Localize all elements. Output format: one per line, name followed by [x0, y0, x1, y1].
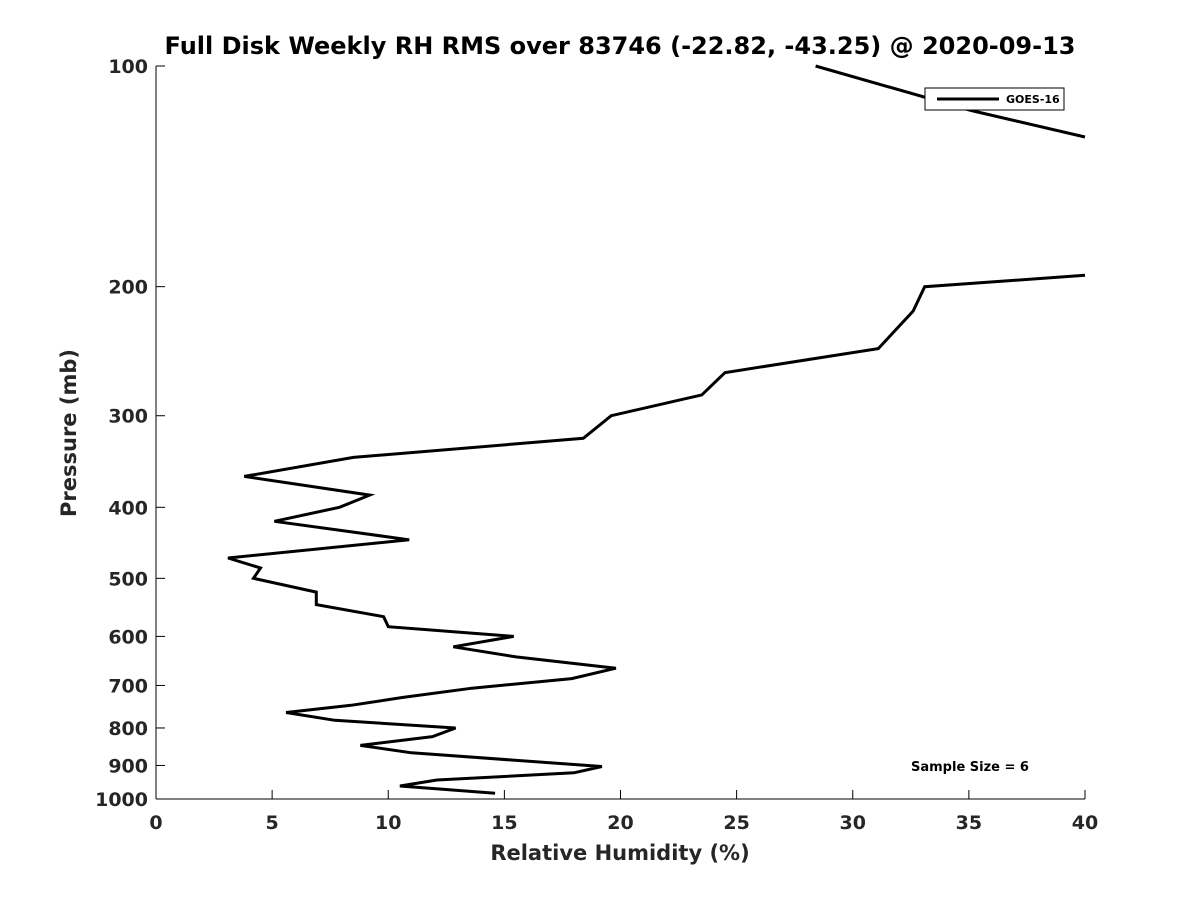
plot-area [155, 66, 1085, 800]
legend-label-goes-16: GOES-16 [1006, 93, 1060, 106]
y-tick-label: 200 [108, 277, 148, 299]
chart-title: Full Disk Weekly RH RMS over 83746 (-22.… [165, 32, 1076, 60]
x-tick-label: 10 [375, 812, 401, 834]
y-axis-label: Pressure (mb) [57, 349, 81, 517]
plot-background [156, 66, 1085, 799]
y-tick-label: 400 [108, 497, 148, 519]
y-tick-label: 900 [108, 755, 148, 777]
y-tick-label: 700 [108, 675, 148, 697]
x-tick-label: 20 [607, 812, 633, 834]
y-tick-label: 800 [108, 718, 148, 740]
y-tick-label: 1000 [95, 789, 148, 811]
x-tick-label: 35 [956, 812, 982, 834]
x-axis-ticks: 0 5 10 15 20 25 30 35 40 [149, 790, 1098, 834]
y-tick-label: 100 [108, 56, 148, 78]
series-line-goes-16 [227, 273, 1086, 795]
x-tick-label: 15 [491, 812, 517, 834]
x-tick-label: 0 [149, 812, 162, 834]
sample-size-annotation: Sample Size = 6 [911, 760, 1029, 775]
x-tick-label: 40 [1072, 812, 1098, 834]
y-tick-label: 600 [108, 626, 148, 648]
y-tick-label: 500 [108, 568, 148, 590]
y-tick-label: 300 [108, 406, 148, 428]
x-tick-label: 30 [840, 812, 866, 834]
x-tick-label: 25 [723, 812, 749, 834]
x-tick-label: 5 [266, 812, 279, 834]
legend: GOES-16 [924, 87, 1065, 111]
y-axis-ticks: 100 200 300 400 500 600 700 800 900 1000 [95, 56, 165, 811]
x-axis-label: Relative Humidity (%) [490, 841, 749, 865]
